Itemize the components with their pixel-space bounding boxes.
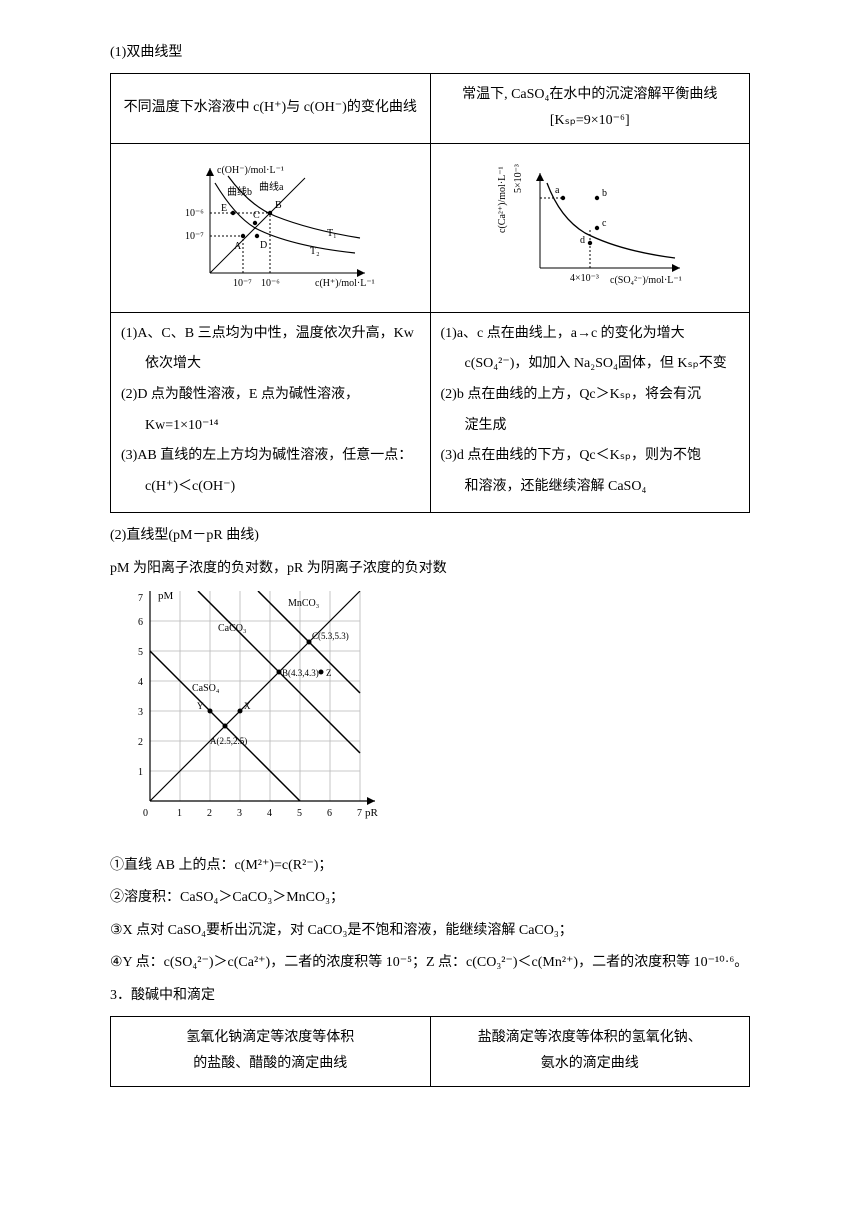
fig1-yt2: 10⁻⁷ [185, 231, 204, 242]
fig2-a: a [555, 185, 560, 196]
t1-fig-left: c(OH⁻)/mol·L⁻¹ c(H⁺)/mol·L⁻¹ 10⁻⁶ 10⁻⁷ 1… [111, 143, 431, 312]
section2-heading: (2)直线型(pM－pR 曲线) [110, 523, 750, 550]
table1: 不同温度下水溶液中 c(H⁺)与 c(OH⁻)的变化曲线 常温下, CaSO₄在… [110, 73, 750, 514]
fig3-CaSO4: CaSO₄ [192, 683, 220, 694]
fig3-B: B(4.3,4.3) [282, 668, 319, 678]
t2-right-b: 氨水的滴定曲线 [441, 1051, 740, 1078]
fig3-tx3: 3 [237, 808, 242, 819]
t1-left-notes: (1)A、C、B 三点均为中性，温度依次升高，Kw 依次增大 (2)D 点为酸性… [111, 312, 431, 513]
fig3-tx2: 2 [207, 808, 212, 819]
fig1-T2: T₂ [310, 246, 320, 257]
t1-fig-right: a b c d c(Ca²⁺)/mol·L⁻¹ 5×10⁻³ 4×10⁻³ c(… [430, 143, 750, 312]
t2-right-a: 盐酸滴定等浓度等体积的氢氧化钠、 [441, 1025, 740, 1052]
t2-right: 盐酸滴定等浓度等体积的氢氧化钠、 氨水的滴定曲线 [430, 1016, 750, 1086]
fig1-xt1: 10⁻⁷ [233, 278, 252, 289]
fig1-curveb: 曲线b [227, 185, 252, 198]
fig1-curvea: 曲线a [259, 180, 284, 193]
fig3-xlabel: pR [365, 807, 379, 819]
fig3-t0: 0 [143, 808, 148, 819]
fig3-C: C(5.3,5.3) [312, 631, 349, 641]
fig3-MnCO3: MnCO₃ [288, 598, 319, 609]
fig3-tx1: 1 [177, 808, 182, 819]
note-3: ③X 点对 CaSO₄要析出沉淀，对 CaCO₃是不饱和溶液，能继续溶解 CaC… [110, 918, 750, 945]
t1l-2b: Kw=1×10⁻¹⁴ [121, 413, 420, 440]
fig3-CaCO3: CaCO₃ [218, 623, 247, 634]
fig3-A: A(2.5,2.5) [210, 736, 247, 746]
fig3-tx6: 6 [327, 808, 332, 819]
t1l-1: (1)A、C、B 三点均为中性，温度依次升高，Kw [121, 321, 420, 348]
table2: 氢氧化钠滴定等浓度等体积 的盐酸、醋酸的滴定曲线 盐酸滴定等浓度等体积的氢氧化钠… [110, 1016, 750, 1087]
fig2-d: d [580, 235, 585, 246]
t1l-1b: 依次增大 [121, 351, 420, 378]
fig3-Y: Y [197, 701, 204, 711]
fig1-C: C [253, 210, 260, 221]
fig3-X: X [244, 701, 251, 711]
section1-heading: (1)双曲线型 [110, 40, 750, 67]
fig3-tx7: 7 [357, 808, 362, 819]
t1-right-notes: (1)a、c 点在曲线上，a→c 的变化为增大 c(SO₄²⁻)，如加入 Na₂… [430, 312, 750, 513]
section2-sub: pM 为阳离子浓度的负对数，pR 为阴离子浓度的负对数 [110, 556, 750, 583]
fig1-xlabel: c(H⁺)/mol·L⁻¹ [315, 278, 375, 289]
t2-left-a: 氢氧化钠滴定等浓度等体积 [121, 1025, 420, 1052]
fig3-Z: Z [326, 668, 332, 678]
fig3-ty6: 6 [138, 617, 143, 628]
fig2-b: b [602, 188, 607, 199]
t1-hdr-right-a: 常温下, CaSO₄在水中的沉淀溶解平衡曲线 [441, 82, 740, 109]
t1r-2b: 淀生成 [441, 413, 740, 440]
fig2-c: c [602, 218, 607, 229]
note-4: ④Y 点：c(SO₄²⁻)＞c(Ca²⁺)，二者的浓度积等 10⁻⁵；Z 点：c… [110, 950, 750, 977]
fig1-xt2: 10⁻⁶ [261, 278, 280, 289]
t1-hdr-left: 不同温度下水溶液中 c(H⁺)与 c(OH⁻)的变化曲线 [111, 73, 431, 143]
fig2-xlabel: c(SO₄²⁻)/mol·L⁻¹ [610, 275, 682, 286]
fig1-E: E [221, 203, 227, 214]
t1r-3: (3)d 点在曲线的下方，Qc＜Kₛₚ，则为不饱 [441, 443, 740, 470]
fig1-svg: c(OH⁻)/mol·L⁻¹ c(H⁺)/mol·L⁻¹ 10⁻⁶ 10⁻⁷ 1… [155, 158, 385, 298]
fig1-A: A [234, 241, 242, 252]
t1-hdr-right: 常温下, CaSO₄在水中的沉淀溶解平衡曲线 [Kₛₚ=9×10⁻⁶] [430, 73, 750, 143]
fig3-tx4: 4 [267, 808, 272, 819]
fig2-svg: a b c d c(Ca²⁺)/mol·L⁻¹ 5×10⁻³ 4×10⁻³ c(… [485, 163, 695, 293]
fig1-B: B [275, 200, 282, 211]
fig1-D: D [260, 240, 267, 251]
t1r-2: (2)b 点在曲线的上方，Qc＞Kₛₚ，将会有沉 [441, 382, 740, 409]
fig3-tx5: 5 [297, 808, 302, 819]
note-2: ②溶度积：CaSO₄＞CaCO₃＞MnCO₃； [110, 885, 750, 912]
note-1: ①直线 AB 上的点：c(M²⁺)=c(R²⁻)； [110, 853, 750, 880]
fig1-ylabel: c(OH⁻)/mol·L⁻¹ [217, 165, 284, 176]
fig3-ty4: 4 [138, 677, 143, 688]
fig3-ylabel: pM [158, 591, 174, 602]
fig3-wrap: A(2.5,2.5) B(4.3,4.3) C(5.3,5.3) X Y Z M… [110, 591, 750, 841]
fig2-ylabel: c(Ca²⁺)/mol·L⁻¹ [497, 166, 508, 233]
t1r-3b: 和溶液，还能继续溶解 CaSO₄ [441, 474, 740, 501]
t2-left: 氢氧化钠滴定等浓度等体积 的盐酸、醋酸的滴定曲线 [111, 1016, 431, 1086]
fig3-ty5: 5 [138, 647, 143, 658]
t1l-2: (2)D 点为酸性溶液，E 点为碱性溶液， [121, 382, 420, 409]
t1-hdr-right-b: [Kₛₚ=9×10⁻⁶] [441, 108, 740, 135]
fig1-yt1: 10⁻⁶ [185, 208, 204, 219]
t1r-1b: c(SO₄²⁻)，如加入 Na₂SO₄固体，但 Kₛₚ不变 [441, 351, 740, 378]
t2-left-b: 的盐酸、醋酸的滴定曲线 [121, 1051, 420, 1078]
fig2-xt: 4×10⁻³ [570, 273, 599, 284]
t1r-1: (1)a、c 点在曲线上，a→c 的变化为增大 [441, 321, 740, 348]
fig3-ty3: 3 [138, 707, 143, 718]
fig3-ty1: 1 [138, 767, 143, 778]
t1l-3b: c(H⁺)＜c(OH⁻) [121, 474, 420, 501]
fig2-yt: 5×10⁻³ [513, 164, 524, 193]
fig3-ty7: 7 [138, 593, 143, 604]
fig3-ty2: 2 [138, 737, 143, 748]
section3-heading: 3．酸碱中和滴定 [110, 983, 750, 1010]
fig1-T1: T₁ [327, 228, 337, 239]
t1l-3: (3)AB 直线的左上方均为碱性溶液，任意一点： [121, 443, 420, 470]
fig3-svg: A(2.5,2.5) B(4.3,4.3) C(5.3,5.3) X Y Z M… [110, 591, 390, 841]
